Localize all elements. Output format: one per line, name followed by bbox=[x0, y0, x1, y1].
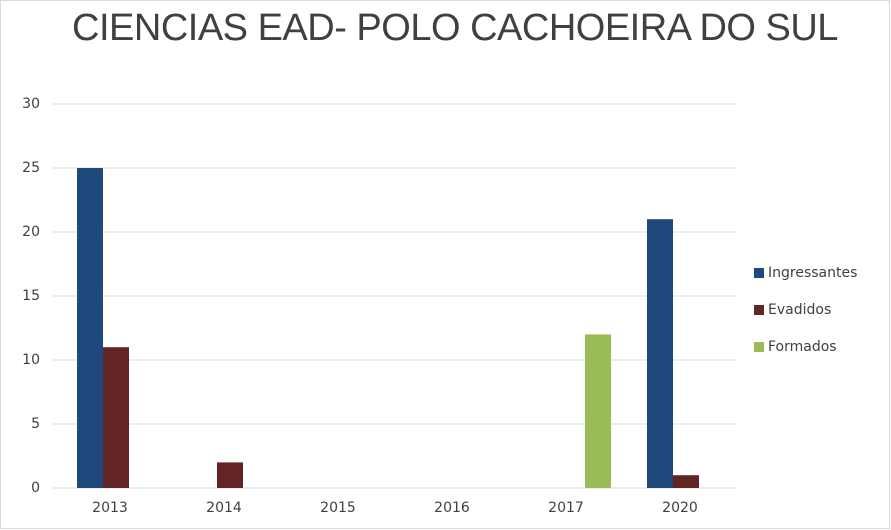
chart-title: CIENCIAS EAD- POLO CACHOEIRA DO SUL bbox=[72, 7, 838, 49]
y-tick-label: 25 bbox=[22, 160, 40, 176]
bar bbox=[647, 219, 673, 488]
legend-label: Ingressantes bbox=[768, 265, 857, 281]
y-tick-label: 10 bbox=[22, 352, 40, 368]
bar bbox=[585, 334, 611, 488]
legend-swatch bbox=[754, 305, 764, 315]
x-tick-label: 2017 bbox=[548, 500, 584, 516]
legend-swatch bbox=[754, 342, 764, 352]
bar bbox=[217, 462, 243, 488]
x-tick-label: 2014 bbox=[206, 500, 242, 516]
x-tick-label: 2013 bbox=[92, 500, 128, 516]
bar bbox=[103, 347, 129, 488]
x-tick-label: 2015 bbox=[320, 500, 356, 516]
legend-swatch bbox=[754, 268, 764, 278]
legend-label: Formados bbox=[768, 339, 837, 355]
bar bbox=[77, 168, 103, 488]
x-tick-label: 2016 bbox=[434, 500, 470, 516]
x-tick-label: 2020 bbox=[662, 500, 698, 516]
y-tick-label: 30 bbox=[22, 96, 40, 112]
y-tick-label: 0 bbox=[31, 480, 40, 496]
y-tick-label: 20 bbox=[22, 224, 40, 240]
legend-label: Evadidos bbox=[768, 302, 831, 318]
bar bbox=[673, 475, 699, 488]
y-tick-label: 5 bbox=[31, 416, 40, 432]
y-tick-label: 15 bbox=[22, 288, 40, 304]
